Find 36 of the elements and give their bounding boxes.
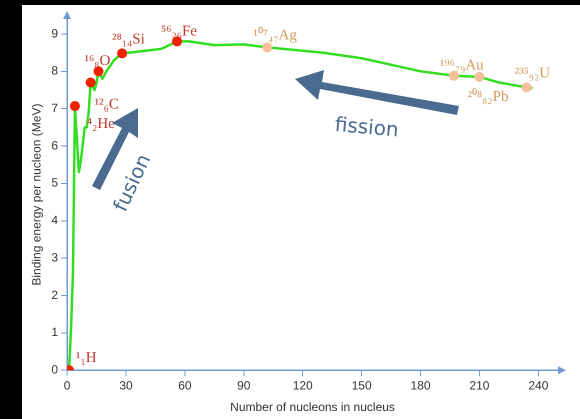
- annotation: ¹⁹⁶₇₉Au: [440, 58, 484, 74]
- y-tick-label: 0: [51, 362, 58, 377]
- x-tick-label: 240: [528, 378, 549, 393]
- annotation: ¹²₆C: [94, 96, 119, 112]
- annotation: ²⁸₁₄Si: [112, 31, 145, 48]
- y-tick-label: 9: [51, 26, 58, 40]
- annotation: ¹⁰⁷₄₇Ag: [253, 26, 298, 44]
- point: [117, 48, 128, 58]
- y-tick-label: 2: [51, 288, 58, 302]
- x-tick-label: 60: [178, 378, 192, 393]
- annotation: ¹⁶₈O: [84, 53, 110, 70]
- x-tick-label: 0: [64, 378, 71, 393]
- x-axis-title: Number of nucleons in nucleus: [230, 400, 395, 414]
- point: [522, 82, 532, 92]
- annotation: ²³⁵₉₂U: [514, 65, 550, 82]
- x-tick-label: 180: [410, 378, 431, 393]
- x-tick-label: 210: [469, 378, 490, 393]
- annotation: ⁵⁶₂₆Fe: [161, 23, 198, 40]
- x-tick-label: 150: [352, 378, 372, 393]
- point: [70, 101, 80, 112]
- point: [86, 78, 96, 88]
- x-tick-label: 90: [237, 378, 251, 393]
- y-tick-label: 5: [51, 176, 58, 190]
- annotation: ¹₁H: [76, 350, 97, 366]
- annotation: fission: [334, 112, 400, 142]
- point: [262, 42, 272, 52]
- y-tick-label: 7: [51, 100, 58, 115]
- x-tick-label: 120: [292, 378, 314, 393]
- y-tick-label: 8: [51, 64, 58, 78]
- x-tick-label: 30: [119, 378, 133, 393]
- y-tick-label: 4: [51, 213, 58, 228]
- y-tick-label: 6: [51, 138, 58, 152]
- annotation: ²⁰⁸₈₂Pb: [467, 88, 508, 105]
- y-tick-label: 3: [51, 250, 58, 264]
- y-tick-label: 1: [51, 325, 58, 340]
- y-axis-title: Binding energy per nucleon (MeV): [30, 104, 44, 286]
